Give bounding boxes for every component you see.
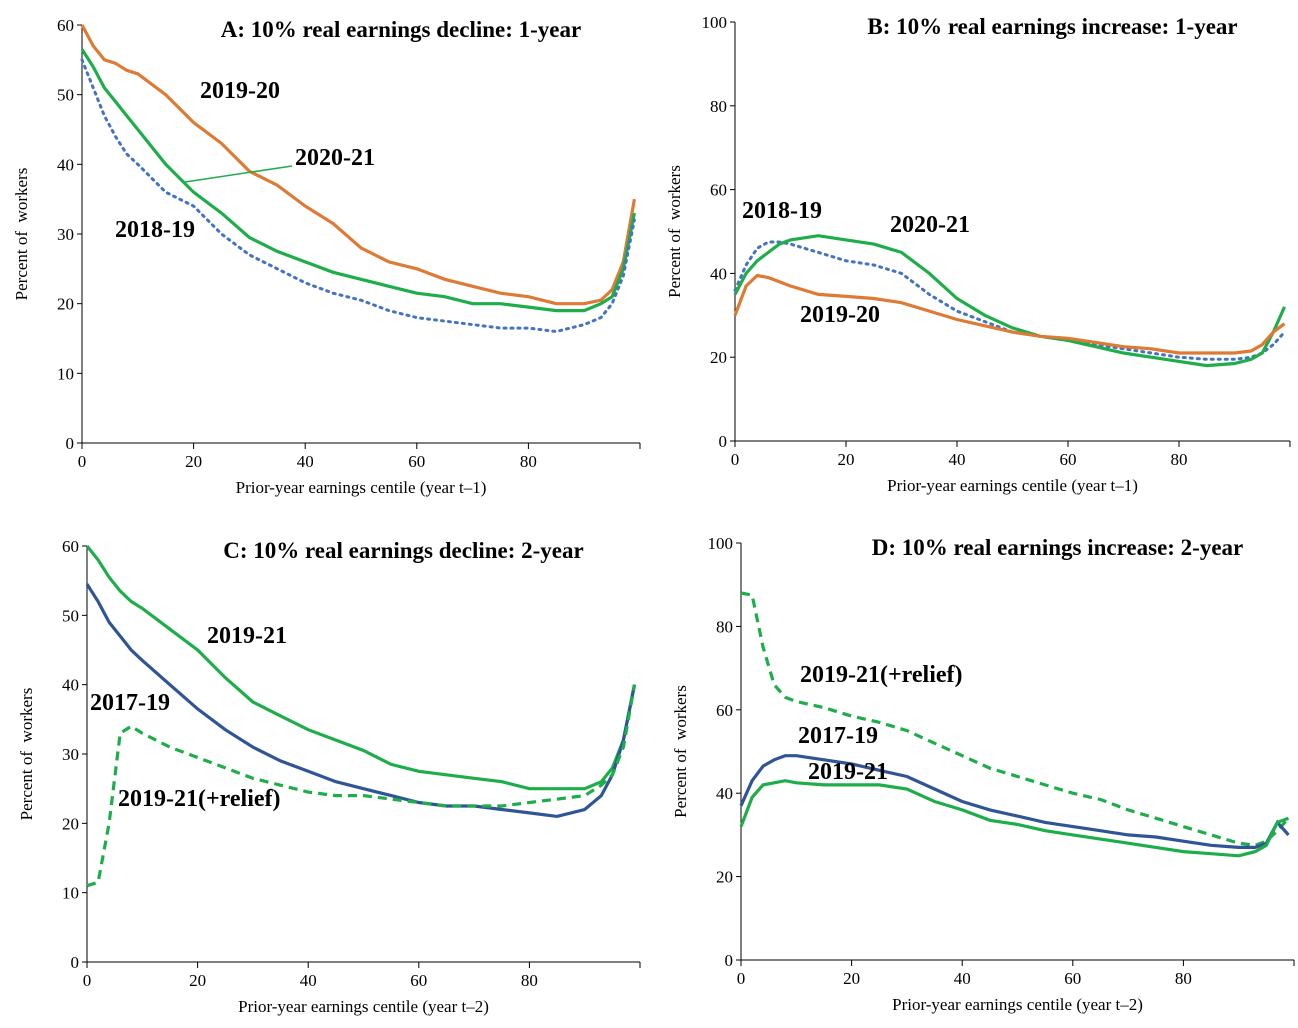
y-tick-label: 0 xyxy=(66,434,75,453)
y-tick-label: 10 xyxy=(62,884,79,903)
y-tick-label: 0 xyxy=(719,432,728,451)
x-tick-label: 40 xyxy=(949,450,966,469)
y-tick-label: 60 xyxy=(62,537,79,556)
series-line xyxy=(85,545,637,791)
y-tick-label: 30 xyxy=(57,225,74,244)
chart-title: A: 10% real earnings decline: 1-year xyxy=(221,17,581,42)
x-tick-label: 0 xyxy=(78,452,87,471)
y-tick-label: 20 xyxy=(716,868,733,887)
series-line xyxy=(733,234,1286,368)
x-tick-label: 80 xyxy=(1171,450,1188,469)
x-tick-label: 20 xyxy=(189,971,206,990)
y-tick-label: 20 xyxy=(710,348,727,367)
y-axis-label: Percent of workers xyxy=(17,688,36,821)
x-tick-label: 80 xyxy=(520,452,537,471)
x-axis-label: Prior-year earnings centile (year t–2) xyxy=(238,997,489,1016)
y-tick-label: 20 xyxy=(57,295,74,314)
series-line xyxy=(739,779,1290,858)
series-label: 2019-21 xyxy=(808,759,888,785)
x-tick-label: 60 xyxy=(1064,969,1081,988)
y-tick-label: 10 xyxy=(57,364,74,383)
x-tick-label: 0 xyxy=(737,969,746,988)
series-label: 2018-19 xyxy=(742,198,822,224)
x-tick-label: 20 xyxy=(838,450,855,469)
series-line xyxy=(80,58,636,334)
y-tick-label: 100 xyxy=(702,13,728,32)
x-tick-label: 60 xyxy=(1060,450,1077,469)
x-tick-label: 60 xyxy=(408,452,425,471)
y-tick-label: 40 xyxy=(710,264,727,283)
annotation-arrow xyxy=(184,165,293,183)
y-tick-label: 50 xyxy=(57,86,74,105)
x-tick-label: 0 xyxy=(83,971,92,990)
y-tick-label: 0 xyxy=(71,953,80,972)
x-tick-label: 0 xyxy=(731,450,740,469)
x-tick-label: 80 xyxy=(1175,969,1192,988)
series-line xyxy=(740,591,1290,847)
chart-title: C: 10% real earnings decline: 2-year xyxy=(223,538,583,563)
series-label: 2017-19 xyxy=(90,690,170,716)
y-tick-label: 80 xyxy=(716,617,733,636)
y-tick-label: 100 xyxy=(708,534,734,553)
x-tick-label: 40 xyxy=(954,969,971,988)
x-tick-label: 40 xyxy=(300,971,317,990)
y-tick-label: 50 xyxy=(62,606,79,625)
y-tick-label: 80 xyxy=(710,97,727,116)
series-label: 2019-21 xyxy=(207,623,287,649)
y-tick-label: 60 xyxy=(57,16,74,35)
chart-title: D: 10% real earnings increase: 2-year xyxy=(872,535,1244,560)
y-axis-label: Percent of workers xyxy=(671,685,690,818)
series-label: 2019-20 xyxy=(800,302,880,328)
y-tick-label: 40 xyxy=(716,784,733,803)
x-tick-label: 20 xyxy=(185,452,202,471)
x-axis-label: Prior-year earnings centile (year t–1) xyxy=(887,476,1138,495)
y-tick-label: 40 xyxy=(62,676,79,695)
series-line xyxy=(739,754,1290,849)
series-line xyxy=(733,240,1286,361)
series-line xyxy=(86,684,637,888)
series-label: 2019-21(+relief) xyxy=(800,662,963,688)
y-tick-label: 0 xyxy=(725,951,734,970)
y-tick-label: 60 xyxy=(710,181,727,200)
series-line xyxy=(85,583,637,819)
chart-title: B: 10% real earnings increase: 1-year xyxy=(867,14,1237,39)
x-tick-label: 80 xyxy=(521,971,538,990)
series-line xyxy=(80,24,636,306)
y-axis-label: Percent of workers xyxy=(12,168,31,301)
x-axis-label: Prior-year earnings centile (year t–1) xyxy=(236,478,487,497)
x-tick-label: 20 xyxy=(843,969,860,988)
series-label: 2019-21(+relief) xyxy=(118,786,281,812)
y-axis-label: Percent of workers xyxy=(665,165,684,298)
x-tick-label: 40 xyxy=(297,452,314,471)
series-label: 2018-19 xyxy=(115,217,195,243)
x-axis-label: Prior-year earnings centile (year t–2) xyxy=(892,995,1143,1014)
series-line xyxy=(80,48,636,313)
y-tick-label: 40 xyxy=(57,155,74,174)
series-label: 2020-21 xyxy=(295,145,375,171)
y-tick-label: 60 xyxy=(716,701,733,720)
series-label: 2020-21 xyxy=(890,212,970,238)
y-tick-label: 30 xyxy=(62,745,79,764)
x-tick-label: 60 xyxy=(410,971,427,990)
series-label: 2017-19 xyxy=(798,723,878,749)
y-tick-label: 20 xyxy=(62,814,79,833)
series-label: 2019-20 xyxy=(200,78,280,104)
series-line xyxy=(733,273,1286,355)
